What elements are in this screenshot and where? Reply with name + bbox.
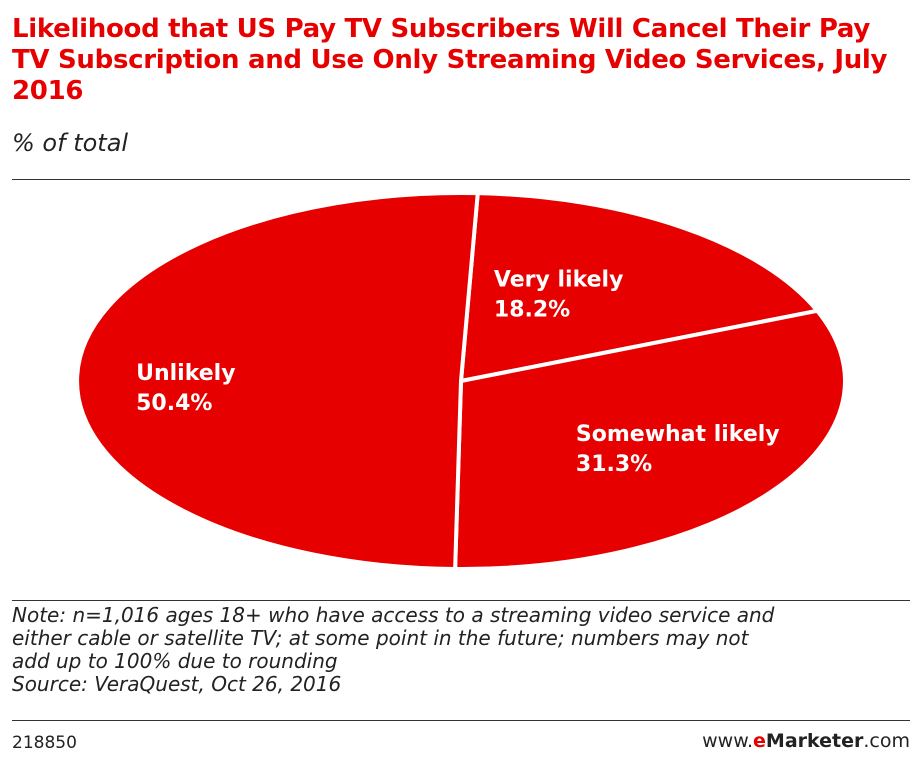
slice-value: 18.2% [494,297,570,322]
note-line: add up to 100% due to rounding [12,649,338,673]
bottom-divider [12,720,910,721]
middle-divider [12,600,910,601]
brand-e: e [753,730,766,752]
slice-value: 31.3% [576,452,652,477]
note-line: either cable or satellite TV; at some po… [12,626,749,650]
emarketer-logo: www.eMarketer.com [702,730,910,752]
brand-suffix: .com [863,730,910,752]
chart-subtitle: % of total [12,129,129,157]
brand-name: Marketer [765,730,864,752]
pie-slice-very-likely [459,191,820,383]
chart-id: 218850 [12,733,77,753]
slice-value: 50.4% [136,391,212,416]
pie-slice-somewhat-likely [453,308,847,571]
chart-note: Note: n=1,016 ages 18+ who have access t… [12,604,912,696]
slice-label: Unlikely [136,361,235,386]
chart-title: Likelihood that US Pay TV Subscribers Wi… [12,14,888,106]
pie-labels: Very likely 18.2% Somewhat likely 31.3% Unli… [136,267,780,477]
pie-slices [75,191,847,571]
top-divider [12,179,910,180]
slice-label: Very likely [494,267,624,292]
slice-label: Somewhat likely [576,422,780,447]
pie-slice-unlikely [75,191,480,571]
brand-prefix: www. [702,730,754,752]
pie-chart: Very likely 18.2% Somewhat likely 31.3% Unli… [75,191,847,571]
note-line: Note: n=1,016 ages 18+ who have access t… [12,603,775,627]
source-line: Source: VeraQuest, Oct 26, 2016 [12,672,342,696]
